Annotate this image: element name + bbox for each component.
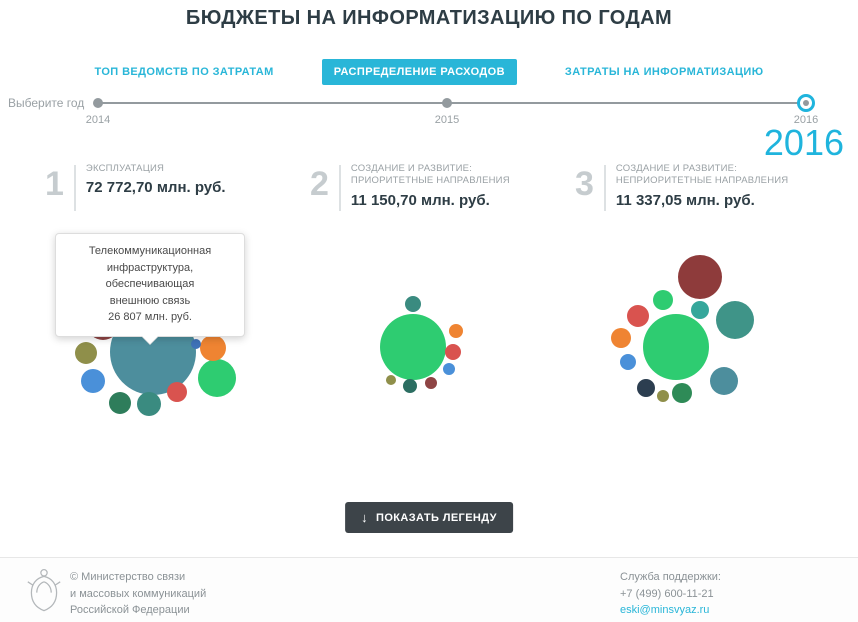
show-legend-label: ПОКАЗАТЬ ЛЕГЕНДУ bbox=[376, 511, 497, 524]
tab-bar: ТОП ВЕДОМСТВ ПО ЗАТРАТАМ РАСПРЕДЕЛЕНИЕ Р… bbox=[0, 59, 858, 85]
bubble-group-1[interactable] bbox=[198, 359, 236, 397]
section-number: 1 bbox=[45, 165, 64, 203]
footer-support: Служба поддержки: +7 (499) 600-11-21 esk… bbox=[620, 569, 721, 619]
bubble-group-2[interactable] bbox=[380, 314, 446, 380]
section-label: СОЗДАНИЕ И РАЗВИТИЕ: ПРИОРИТЕТНЫЕ НАПРАВ… bbox=[350, 163, 510, 187]
tab-top-agencies[interactable]: ТОП ВЕДОМСТВ ПО ЗАТРАТАМ bbox=[94, 66, 274, 78]
bubble-group-3[interactable] bbox=[653, 290, 673, 310]
selected-year-display: 2016 bbox=[763, 122, 844, 163]
support-label: Служба поддержки: bbox=[620, 571, 721, 583]
bubble-tooltip: Телекоммуникационная инфраструктура, обе… bbox=[55, 233, 245, 344]
year-dot-2015[interactable] bbox=[442, 98, 452, 108]
year-label-2014[interactable]: 2014 bbox=[85, 114, 111, 126]
bubble-group-1[interactable] bbox=[200, 335, 226, 361]
section-divider bbox=[603, 165, 606, 211]
coat-of-arms-icon bbox=[26, 565, 62, 618]
footer: © Министерство связи и массовых коммуник… bbox=[0, 557, 858, 622]
section-number: 2 bbox=[310, 165, 329, 203]
section-value: 11 337,05 млн. руб. bbox=[615, 191, 755, 209]
bubble-group-2[interactable] bbox=[443, 363, 455, 375]
section-nonpriority-development: 3 СОЗДАНИЕ И РАЗВИТИЕ: НЕПРИОРИТЕТНЫЕ НА… bbox=[575, 163, 794, 211]
section-label: СОЗДАНИЕ И РАЗВИТИЕ: НЕПРИОРИТЕТНЫЕ НАПР… bbox=[615, 163, 789, 187]
page-title: БЮДЖЕТЫ НА ИНФОРМАТИЗАЦИЮ ПО ГОДАМ bbox=[185, 7, 673, 29]
year-label-2015[interactable]: 2015 bbox=[434, 114, 460, 126]
bubble-group-1[interactable] bbox=[167, 382, 187, 402]
year-slider-track[interactable] bbox=[98, 102, 808, 104]
bubble-group-2[interactable] bbox=[425, 377, 437, 389]
section-value: 11 150,70 млн. руб. bbox=[350, 191, 490, 209]
footer-copyright: © Министерство связи и массовых коммуник… bbox=[70, 571, 207, 616]
bubble-group-3[interactable] bbox=[678, 255, 722, 299]
bubble-group-2[interactable] bbox=[449, 324, 463, 338]
bubble-group-1[interactable] bbox=[191, 339, 201, 349]
support-email-link[interactable]: eski@minsvyaz.ru bbox=[620, 604, 710, 616]
bubble-group-2[interactable] bbox=[405, 296, 421, 312]
section-divider bbox=[338, 165, 341, 211]
bubble-group-3[interactable] bbox=[672, 383, 692, 403]
bubble-group-3[interactable] bbox=[710, 367, 738, 395]
bubble-group-2[interactable] bbox=[403, 379, 417, 393]
tab-it-costs[interactable]: ЗАТРАТЫ НА ИНФОРМАТИЗАЦИЮ bbox=[564, 66, 764, 78]
show-legend-button[interactable]: ↓ ПОКАЗАТЬ ЛЕГЕНДУ bbox=[345, 502, 513, 533]
bubble-group-3[interactable] bbox=[691, 301, 709, 319]
bubble-group-1[interactable] bbox=[137, 392, 161, 416]
section-operation: 1 ЭКСПЛУАТАЦИЯ 72 772,70 млн. руб. bbox=[45, 163, 226, 211]
bubble-group-3[interactable] bbox=[620, 354, 636, 370]
year-dot-2016-selected[interactable] bbox=[797, 94, 815, 112]
section-priority-development: 2 СОЗДАНИЕ И РАЗВИТИЕ: ПРИОРИТЕТНЫЕ НАПР… bbox=[310, 163, 529, 211]
bubble-group-3[interactable] bbox=[637, 379, 655, 397]
section-label: ЭКСПЛУАТАЦИЯ bbox=[85, 163, 165, 174]
year-slider-label: Выберите год bbox=[8, 96, 85, 110]
bubble-group-3[interactable] bbox=[657, 390, 669, 402]
section-divider bbox=[73, 165, 76, 211]
bubble-group-2[interactable] bbox=[445, 344, 461, 360]
bubble-group-1[interactable] bbox=[81, 369, 105, 393]
tab-expense-distribution[interactable]: РАСПРЕДЕЛЕНИЕ РАСХОДОВ bbox=[321, 59, 517, 85]
tooltip-value: 26 807 млн. руб. bbox=[108, 311, 192, 323]
year-label-2016[interactable]: 2016 bbox=[793, 114, 819, 126]
bubble-group-3[interactable] bbox=[627, 305, 649, 327]
section-number: 3 bbox=[575, 165, 594, 203]
bubble-group-3[interactable] bbox=[643, 314, 709, 380]
bubble-group-1[interactable] bbox=[109, 392, 131, 414]
section-value: 72 772,70 млн. руб. bbox=[85, 179, 226, 197]
bubble-group-1[interactable] bbox=[75, 342, 97, 364]
tooltip-text: Телекоммуникационная инфраструктура, обе… bbox=[88, 245, 212, 307]
bubble-group-3[interactable] bbox=[716, 301, 754, 339]
support-phone: +7 (499) 600-11-21 bbox=[620, 587, 714, 600]
year-dot-2014[interactable] bbox=[93, 98, 103, 108]
arrow-down-icon: ↓ bbox=[361, 510, 369, 525]
bubble-group-3[interactable] bbox=[611, 328, 631, 348]
bubble-group-2[interactable] bbox=[386, 375, 396, 385]
